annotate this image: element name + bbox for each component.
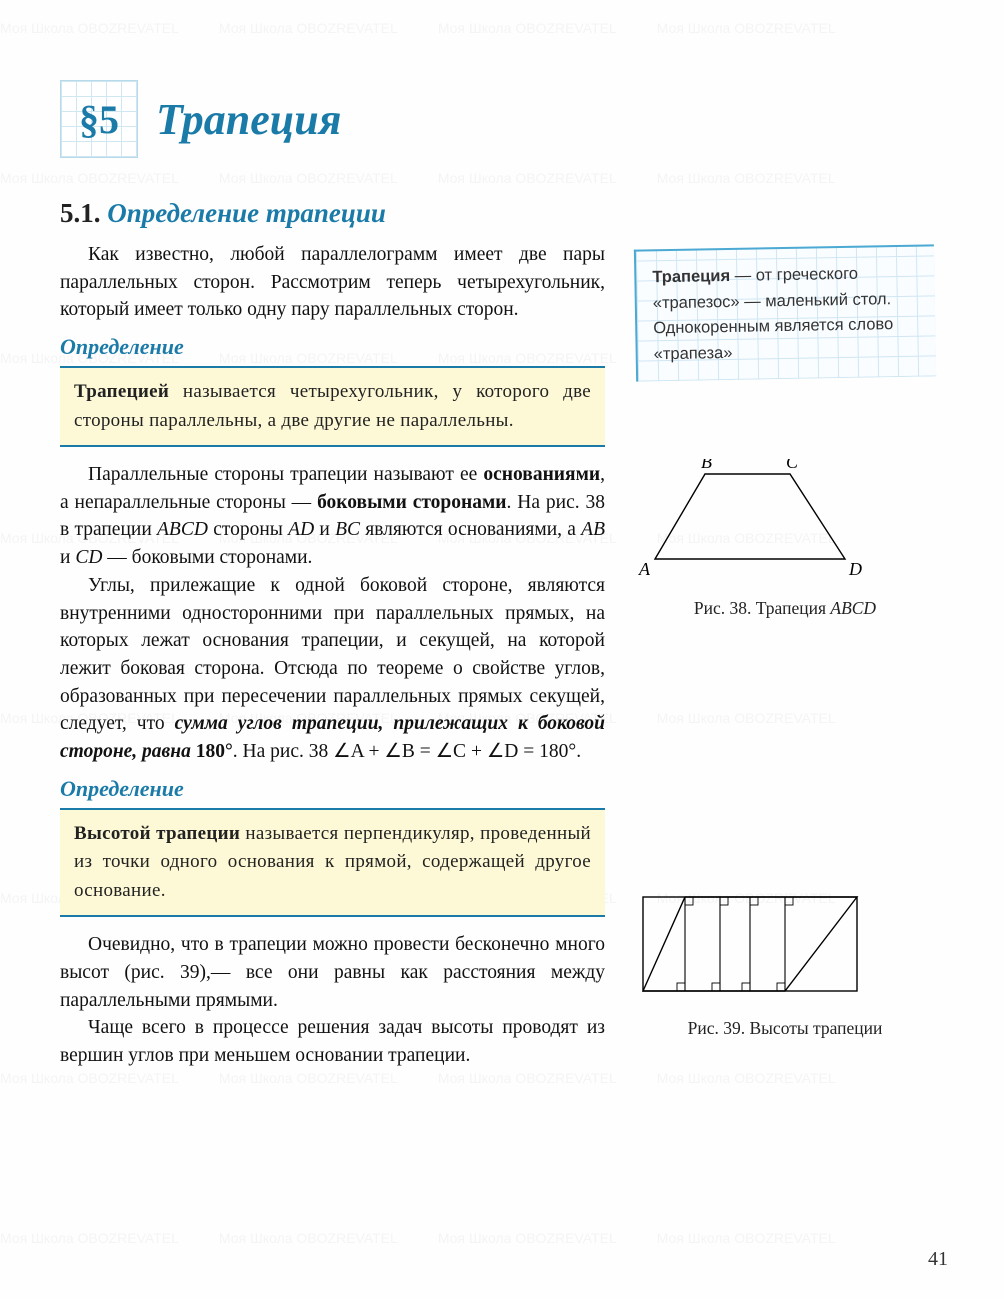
heights-diagram <box>635 889 865 999</box>
paragraph-intro: Как известно, любой параллелограмм имеет… <box>60 241 605 324</box>
svg-text:B: B <box>701 459 712 472</box>
section-badge: §5 <box>60 80 138 158</box>
definition-term-1: Трапецией <box>74 381 169 402</box>
section-title: Трапеция <box>156 94 341 145</box>
definition-label-1: Определение <box>60 334 605 360</box>
etymology-term: Трапеция <box>652 267 730 286</box>
svg-text:D: D <box>848 559 862 579</box>
subsection-number: 5.1. <box>60 198 101 228</box>
definition-term-2: Высотой трапеции <box>74 823 240 844</box>
subsection-heading: 5.1. Определение трапеции <box>60 198 940 229</box>
figure-38-caption: Рис. 38. Трапеция ABCD <box>635 598 935 619</box>
definition-box-1: Трапецией называется четырехугольник, у … <box>60 366 605 447</box>
paragraph-3: Углы, прилежащие к одной боковой стороне… <box>60 572 605 766</box>
trapezoid-diagram: A B C D <box>635 459 865 579</box>
page-content: §5 Трапеция 5.1. Определение трапеции Ка… <box>60 80 940 1070</box>
subsection-title: Определение трапеции <box>107 198 386 228</box>
paragraph-2: Параллельные стороны трапеции называют е… <box>60 461 605 572</box>
definition-box-2: Высотой трапеции называется перпендикуля… <box>60 808 605 918</box>
figure-39-caption: Рис. 39. Высоты трапеции <box>635 1018 935 1039</box>
svg-text:C: C <box>786 459 799 472</box>
side-column: Трапеция — от греческого «трапезос» — ма… <box>635 241 935 1070</box>
svg-text:A: A <box>638 559 651 579</box>
figure-38: A B C D Рис. 38. Трапеция ABCD <box>635 459 935 619</box>
paragraph-5: Чаще всего в процессе решения задач высо… <box>60 1014 605 1069</box>
text-column: Как известно, любой параллелограмм имеет… <box>60 241 605 1070</box>
definition-label-2: Определение <box>60 776 605 802</box>
section-header: §5 Трапеция <box>60 80 940 158</box>
paragraph-4: Очевидно, что в трапеции можно провести … <box>60 931 605 1014</box>
figure-39: Рис. 39. Высоты трапеции <box>635 889 935 1039</box>
etymology-box: Трапеция — от греческого «трапезос» — ма… <box>634 244 936 381</box>
page-number: 41 <box>928 1248 948 1271</box>
